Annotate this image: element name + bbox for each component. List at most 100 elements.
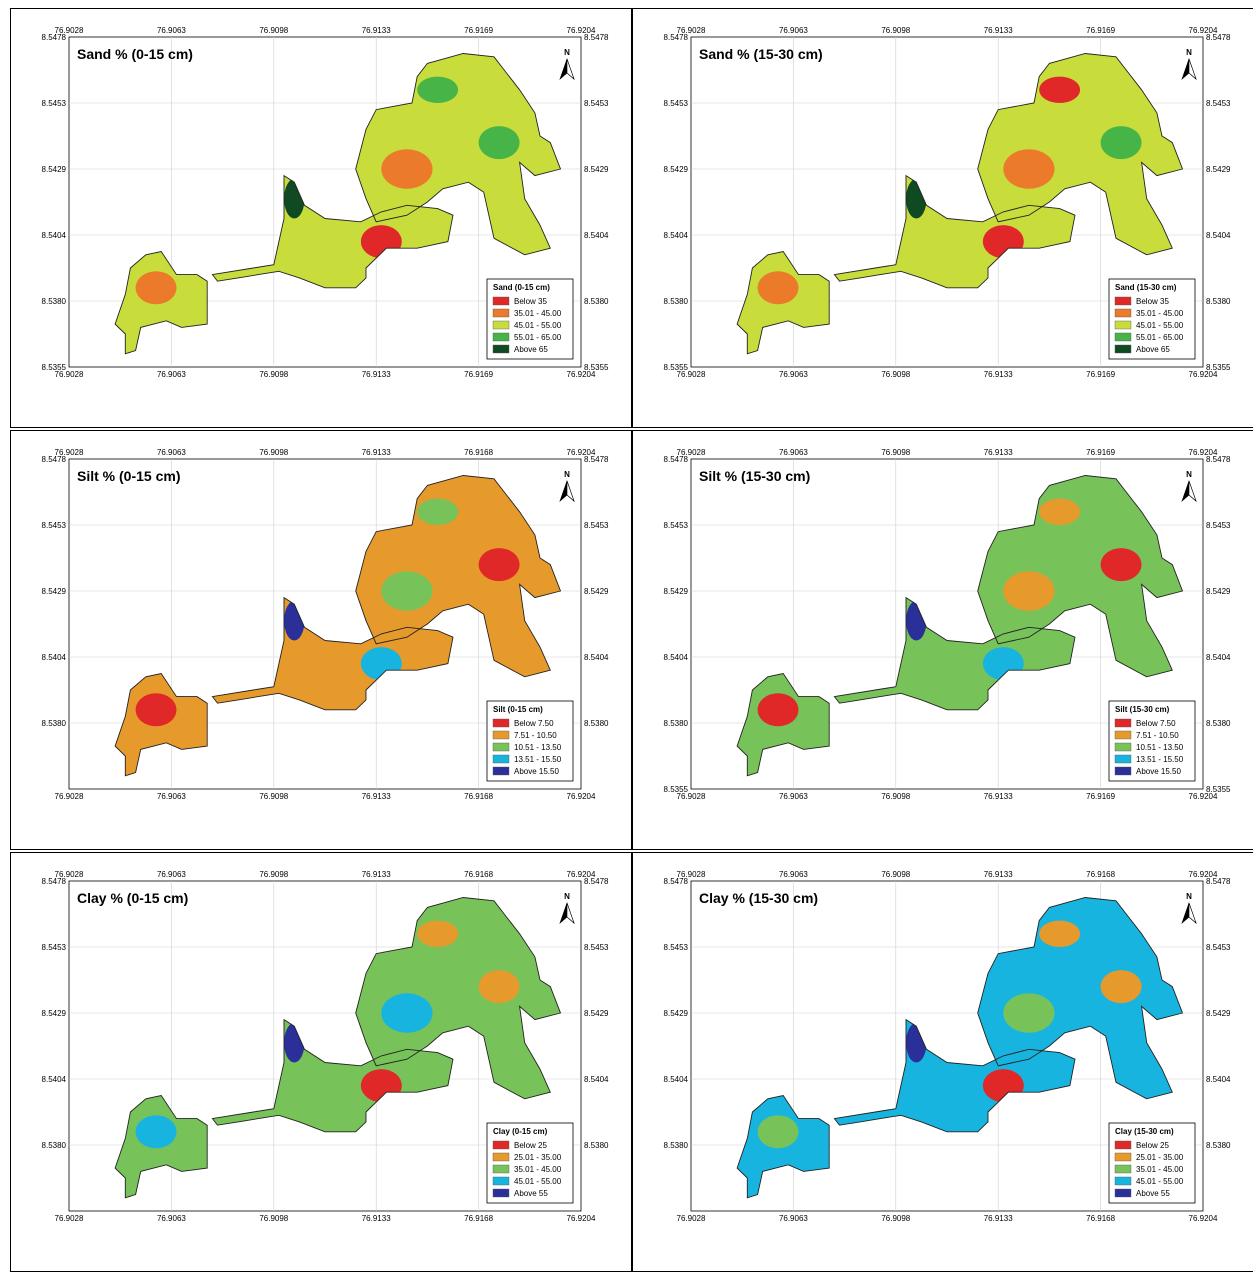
- lon-tick-label: 76.9133: [362, 1214, 391, 1223]
- legend-label: Below 7.50: [1136, 719, 1176, 728]
- class-patch: [417, 498, 459, 525]
- legend-label: Below 35: [514, 297, 547, 306]
- lat-tick-label: 8.5404: [42, 1075, 67, 1084]
- class-patch: [1039, 498, 1081, 525]
- lat-tick-label: 8.5453: [584, 521, 609, 530]
- class-patch: [1039, 920, 1081, 947]
- region-boundary: [211, 596, 454, 711]
- north-label: N: [564, 48, 570, 57]
- region-boundary: [736, 1094, 830, 1199]
- north-label: N: [564, 470, 570, 479]
- map-title: Clay % (0-15 cm): [77, 890, 188, 906]
- lat-tick-label: 8.5355: [664, 363, 689, 372]
- class-patch: [381, 571, 433, 611]
- legend-label: 7.51 - 10.50: [514, 731, 557, 740]
- lon-tick-label: 76.9133: [984, 1214, 1013, 1223]
- lon-tick-label: 76.9133: [984, 370, 1013, 379]
- lon-tick-label: 76.9028: [55, 370, 84, 379]
- lat-tick-label: 8.5429: [42, 1009, 67, 1018]
- north-arrow-half: [566, 902, 575, 924]
- lat-tick-label: 8.5478: [664, 455, 689, 464]
- north-arrow-half: [1188, 902, 1197, 924]
- lon-tick-label: 76.9063: [779, 448, 808, 457]
- lon-tick-label: 76.9028: [677, 26, 706, 35]
- lat-tick-label: 8.5429: [664, 587, 689, 596]
- lon-tick-label: 76.9169: [1086, 26, 1115, 35]
- lon-tick-label: 76.9063: [779, 26, 808, 35]
- legend-swatch: [492, 1164, 510, 1174]
- legend-label: 7.51 - 10.50: [1136, 731, 1179, 740]
- legend-swatch: [1114, 1164, 1132, 1174]
- map-title: Silt % (15-30 cm): [699, 468, 810, 484]
- map-title: Silt % (0-15 cm): [77, 468, 180, 484]
- map-panel: 76.9028 76.9028 76.9063 76.9063 76.9098 76.90…: [10, 8, 632, 428]
- legend-swatch: [1114, 308, 1132, 318]
- lon-tick-label: 76.9204: [567, 448, 596, 457]
- lon-tick-label: 76.9168: [1086, 870, 1115, 879]
- lat-tick-label: 8.5380: [584, 297, 609, 306]
- region-boundary: [736, 672, 830, 777]
- lon-tick-label: 76.9204: [1189, 448, 1218, 457]
- lat-tick-label: 8.5404: [664, 231, 689, 240]
- legend-label: Below 25: [514, 1141, 547, 1150]
- region-boundary: [833, 1018, 1076, 1133]
- map-title: Sand % (15-30 cm): [699, 46, 823, 62]
- lat-tick-label: 8.5404: [584, 653, 609, 662]
- north-arrow-half: [566, 58, 575, 80]
- class-patch: [417, 76, 459, 104]
- lat-tick-label: 8.5453: [42, 521, 67, 530]
- legend-label: 55.01 - 65.00: [514, 333, 562, 342]
- lon-tick-label: 76.9168: [464, 870, 493, 879]
- lon-tick-label: 76.9168: [464, 1214, 493, 1223]
- north-arrow-half: [1188, 58, 1197, 80]
- lat-tick-label: 8.5404: [664, 1075, 689, 1084]
- class-patch: [478, 548, 520, 582]
- legend-swatch: [1114, 1152, 1132, 1162]
- legend-label: 35.01 - 45.00: [514, 1165, 562, 1174]
- lat-tick-label: 8.5380: [1206, 297, 1231, 306]
- legend-label: Above 15.50: [1136, 767, 1181, 776]
- north-label: N: [1186, 470, 1192, 479]
- lon-tick-label: 76.9098: [881, 26, 910, 35]
- lat-tick-label: 8.5380: [584, 1141, 609, 1150]
- map-panel: 76.9028 76.9028 76.9063 76.9063 76.9098 76.90…: [632, 8, 1253, 428]
- lat-tick-label: 8.5429: [584, 165, 609, 174]
- lon-tick-label: 76.9098: [881, 870, 910, 879]
- class-patch: [381, 993, 433, 1033]
- lat-tick-label: 8.5478: [42, 877, 67, 886]
- legend-swatch: [492, 308, 510, 318]
- lon-tick-label: 76.9133: [362, 370, 391, 379]
- legend-swatch: [492, 754, 510, 764]
- legend-swatch: [1114, 1188, 1132, 1198]
- lon-tick-label: 76.9204: [567, 792, 596, 801]
- legend-swatch: [1114, 754, 1132, 764]
- legend-label: 10.51 - 13.50: [1136, 743, 1184, 752]
- lon-tick-label: 76.9204: [567, 1214, 596, 1223]
- lat-tick-label: 8.5429: [664, 1009, 689, 1018]
- north-arrow-half: [566, 480, 575, 502]
- legend-label: 45.01 - 55.00: [514, 1177, 562, 1186]
- legend-swatch: [492, 332, 510, 342]
- legend-swatch: [1114, 344, 1132, 354]
- map-title: Sand % (0-15 cm): [77, 46, 193, 62]
- legend-label: 45.01 - 55.00: [1136, 321, 1184, 330]
- north-label: N: [1186, 48, 1192, 57]
- lon-tick-label: 76.9063: [157, 870, 186, 879]
- lat-tick-label: 8.5478: [42, 33, 67, 42]
- legend-swatch: [492, 718, 510, 728]
- lat-tick-label: 8.5429: [584, 1009, 609, 1018]
- legend-swatch: [1114, 332, 1132, 342]
- legend-label: 35.01 - 45.00: [1136, 1165, 1184, 1174]
- legend-swatch: [492, 1176, 510, 1186]
- lat-tick-label: 8.5380: [664, 1141, 689, 1150]
- legend-label: 10.51 - 13.50: [514, 743, 562, 752]
- lat-tick-label: 8.5478: [1206, 455, 1231, 464]
- lat-tick-label: 8.5429: [1206, 165, 1231, 174]
- map-panel: 76.9028 76.9028 76.9063 76.9063 76.9098 76.90…: [10, 430, 632, 850]
- lon-tick-label: 76.9168: [464, 792, 493, 801]
- legend-title: Clay (0-15 cm): [493, 1127, 548, 1136]
- legend-swatch: [1114, 1176, 1132, 1186]
- lon-tick-label: 76.9204: [567, 26, 596, 35]
- legend-swatch: [1114, 1140, 1132, 1150]
- class-patch: [135, 1115, 177, 1149]
